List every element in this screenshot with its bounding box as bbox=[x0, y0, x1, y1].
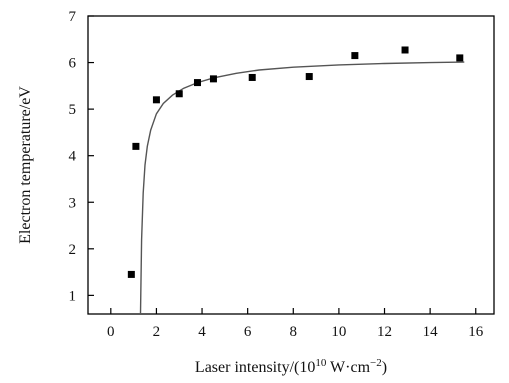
x-tick-label: 8 bbox=[290, 324, 298, 340]
fit-curve bbox=[139, 61, 465, 315]
data-point bbox=[175, 90, 183, 98]
y-axis-ticks: 1 2 3 4 5 6 7 bbox=[69, 9, 94, 304]
y-tick-label: 4 bbox=[69, 149, 77, 165]
y-tick-label: 5 bbox=[69, 102, 77, 118]
data-point bbox=[193, 79, 201, 87]
x-axis-ticks: 0 2 4 6 8 10 12 14 16 bbox=[107, 308, 484, 340]
plot-frame bbox=[87, 15, 495, 315]
data-point bbox=[351, 52, 359, 60]
x-tick-label: 14 bbox=[423, 324, 439, 340]
data-point bbox=[401, 46, 409, 54]
x-tick-label: 6 bbox=[244, 324, 252, 340]
y-tick-label: 7 bbox=[69, 9, 77, 25]
x-tick-label: 4 bbox=[198, 324, 206, 340]
y-tick-label: 2 bbox=[69, 242, 77, 258]
y-tick-label: 6 bbox=[69, 56, 77, 72]
x-tick-label: 10 bbox=[331, 324, 346, 340]
x-tick-label: 2 bbox=[153, 324, 161, 340]
x-tick-label: 16 bbox=[468, 324, 484, 340]
x-tick-label: 12 bbox=[377, 324, 392, 340]
data-point bbox=[127, 270, 135, 278]
x-tick-label: 0 bbox=[107, 324, 115, 340]
x-axis-title: Laser intensity/(1010 W·cm−2) bbox=[195, 357, 387, 376]
data-point bbox=[248, 73, 256, 81]
y-tick-label: 1 bbox=[69, 288, 77, 304]
y-tick-label: 3 bbox=[69, 195, 77, 211]
data-point bbox=[209, 75, 217, 83]
data-points bbox=[127, 46, 464, 278]
data-point bbox=[132, 142, 140, 150]
data-point bbox=[456, 54, 464, 62]
y-axis-title: Electron temperature/eV bbox=[17, 86, 34, 244]
data-point bbox=[305, 73, 313, 81]
data-point bbox=[152, 96, 160, 104]
